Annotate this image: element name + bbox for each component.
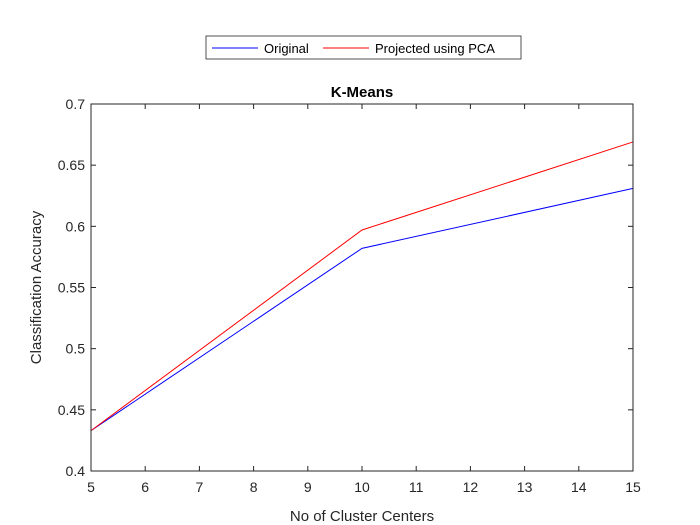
y-axis-ticks: 0.4 0.45 0.5 0.55 0.6 0.65 0.7 — [58, 96, 633, 479]
plot-background — [91, 104, 633, 471]
y-axis-label: Classification Accuracy — [28, 210, 45, 364]
x-tick-label: 13 — [517, 479, 533, 495]
y-tick-label: 0.65 — [58, 157, 85, 173]
y-tick-label: 0.7 — [66, 96, 86, 112]
x-tick-label: 8 — [250, 479, 258, 495]
x-axis-ticks: 5 6 7 8 9 10 11 12 13 14 15 — [87, 104, 641, 495]
legend: Original Projected using PCA — [205, 35, 522, 60]
x-tick-label: 7 — [196, 479, 204, 495]
y-tick-label: 0.5 — [66, 341, 86, 357]
series-line-1 — [90, 141, 634, 432]
x-tick-label: 9 — [304, 479, 312, 495]
series-layer — [90, 141, 634, 432]
x-tick-label: 14 — [571, 479, 587, 495]
y-tick-label: 0.55 — [58, 280, 85, 296]
legend-label-original: Original — [264, 41, 309, 56]
x-tick-label: 12 — [463, 479, 479, 495]
series-line-0 — [90, 187, 634, 432]
y-tick-label: 0.4 — [66, 463, 86, 479]
x-tick-label: 15 — [625, 479, 641, 495]
x-tick-label: 10 — [354, 479, 370, 495]
y-tick-label: 0.6 — [66, 218, 86, 234]
y-tick-label: 0.45 — [58, 402, 85, 418]
x-tick-label: 11 — [409, 479, 424, 495]
chart-title: K-Means — [331, 84, 394, 101]
x-tick-label: 6 — [141, 479, 149, 495]
x-axis-label: No of Cluster Centers — [290, 508, 434, 525]
legend-label-pca: Projected using PCA — [375, 41, 495, 56]
x-tick-label: 5 — [87, 479, 95, 495]
